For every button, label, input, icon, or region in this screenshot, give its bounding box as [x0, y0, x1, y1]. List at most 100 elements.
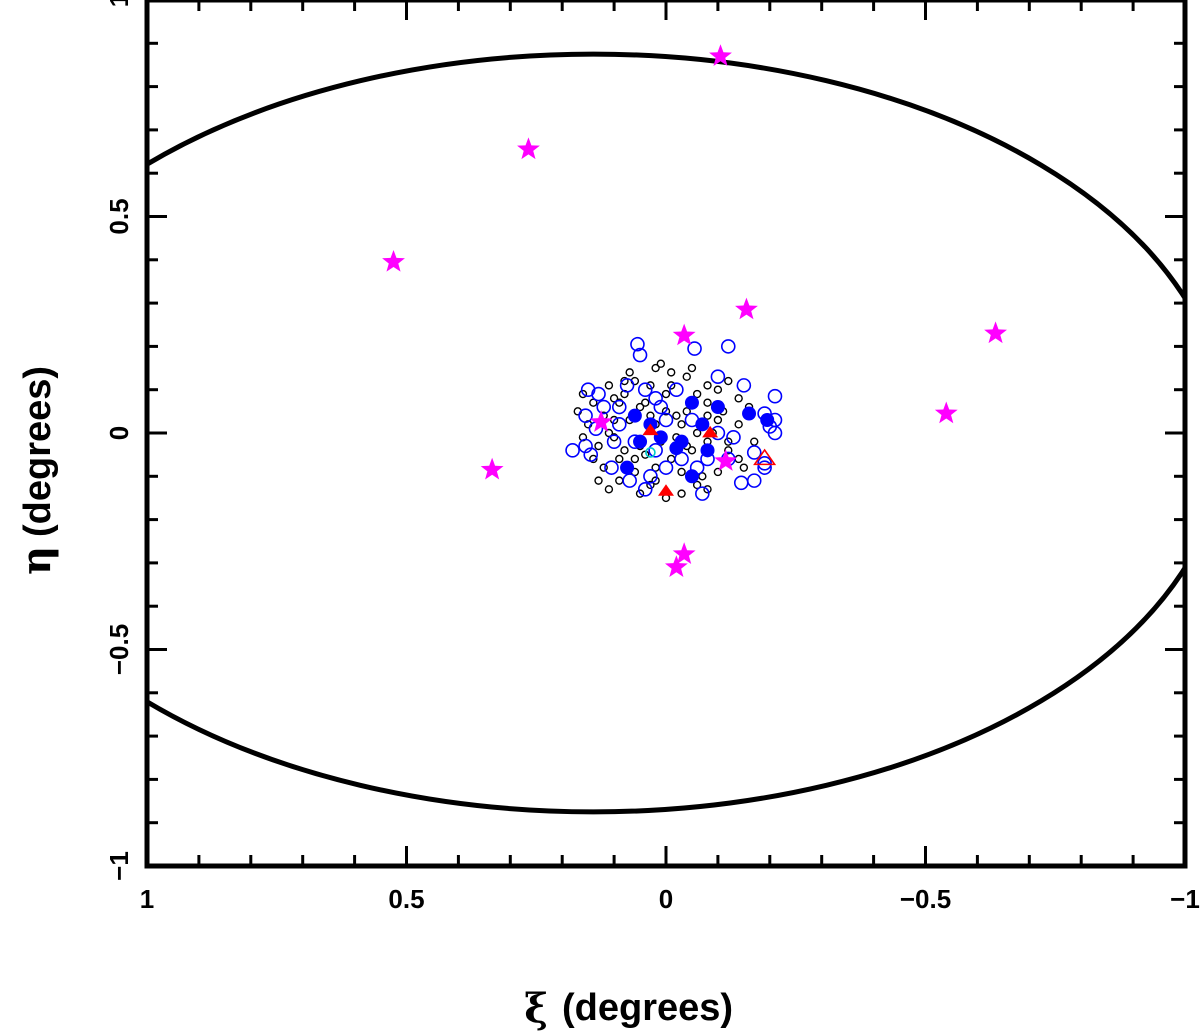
- small-circle-point: [677, 420, 686, 429]
- filled-circle-point: [633, 434, 648, 449]
- filled-triangle-point: [642, 423, 659, 436]
- y-tick-label: −1: [104, 851, 134, 881]
- y-tick-label: −0.5: [104, 624, 134, 675]
- small-circle-point: [661, 389, 671, 399]
- open-circle-point: [591, 386, 606, 402]
- star-point: [589, 410, 613, 432]
- small-circle-point: [646, 480, 655, 490]
- open-circle-point: [619, 378, 635, 393]
- small-circle-point: [677, 467, 686, 477]
- open-circle-point: [630, 336, 645, 352]
- small-circle-point: [578, 389, 588, 399]
- small-circle-point: [635, 402, 645, 412]
- open-circle-point: [687, 341, 702, 356]
- open-circle-point: [648, 443, 663, 458]
- small-circle-point: [666, 368, 676, 377]
- x-axis-symbol: ξ: [524, 985, 548, 1032]
- small-circle-point: [599, 463, 608, 472]
- filled-triangle-point: [658, 484, 674, 496]
- filled-circle-point: [627, 408, 642, 423]
- open-circle-point: [648, 391, 663, 406]
- small-circle-point: [692, 428, 702, 438]
- cyan-circle-point: [645, 447, 656, 458]
- star-point: [984, 321, 1007, 344]
- y-axis-unit: (degrees): [17, 366, 59, 537]
- small-circle-point: [734, 420, 743, 429]
- open-circle-point: [658, 412, 674, 428]
- open-circle-point: [746, 473, 762, 488]
- small-circle-point: [724, 446, 733, 455]
- y-tick-label: 0: [104, 426, 134, 440]
- small-circle-point: [651, 363, 660, 373]
- x-tick-label: 0.5: [388, 884, 424, 914]
- small-circle-point: [615, 454, 624, 464]
- small-circle-point: [630, 454, 640, 464]
- small-circle-point: [750, 437, 759, 446]
- star-point: [480, 457, 504, 480]
- small-circle-point: [713, 415, 723, 425]
- filled-circle-point: [669, 441, 684, 456]
- small-circle-point: [651, 476, 660, 485]
- filled-circle-point: [684, 395, 699, 410]
- small-circle-point: [672, 411, 681, 420]
- open-circle-point: [604, 460, 619, 475]
- small-circle-point: [604, 428, 614, 438]
- star-point: [709, 44, 732, 66]
- open-circle-point: [611, 399, 627, 415]
- small-circle-point: [692, 480, 702, 490]
- small-circle-point: [687, 446, 697, 455]
- open-circle-point: [596, 399, 612, 415]
- x-tick-label: 0: [659, 884, 673, 914]
- open-circle-point: [658, 460, 674, 475]
- filled-circle-point: [684, 469, 699, 484]
- small-circle-point: [604, 381, 614, 390]
- filled-triangle-point: [702, 425, 719, 438]
- star-point: [382, 249, 405, 272]
- star-point: [934, 401, 958, 424]
- small-circle-point: [609, 394, 619, 403]
- star-point: [672, 323, 696, 346]
- small-circle-point: [604, 485, 614, 494]
- filled-circle-point: [742, 406, 757, 421]
- small-circle-point: [609, 433, 619, 442]
- x-tick-label: −0.5: [900, 884, 951, 914]
- x-axis-unit: (degrees): [562, 987, 733, 1029]
- small-circle-point: [641, 450, 650, 459]
- small-circle-point: [620, 376, 629, 386]
- open-circle-point: [611, 417, 627, 432]
- small-circle-point: [677, 489, 686, 498]
- small-circle-point: [703, 381, 712, 390]
- small-circle-point: [703, 485, 712, 494]
- open-circle-point: [565, 443, 580, 458]
- star-point: [735, 297, 758, 320]
- open-circle-point: [757, 456, 772, 471]
- star-point: [672, 542, 696, 564]
- x-tick-label: −1: [1170, 884, 1200, 914]
- small-circle-point: [734, 454, 743, 464]
- open-circle-point: [733, 475, 749, 491]
- small-circle-point: [703, 398, 712, 407]
- small-circle-point: [615, 476, 624, 485]
- small-circle-point: [589, 398, 598, 407]
- star-point: [517, 137, 540, 160]
- open-circle-point: [632, 347, 648, 363]
- filled-circle-point: [620, 460, 635, 475]
- open-circle-point: [637, 382, 653, 398]
- small-circle-point: [620, 446, 629, 455]
- filled-circle-point: [700, 443, 715, 458]
- small-circle-point: [635, 489, 645, 498]
- small-circle-point: [594, 441, 603, 451]
- small-circle-point: [646, 381, 655, 390]
- small-circle-point: [713, 467, 723, 477]
- open-triangle-point: [753, 448, 777, 466]
- boundary-ellipse: [147, 51, 1185, 815]
- small-circle-point: [713, 385, 723, 394]
- filled-circle-point: [710, 400, 725, 415]
- open-circle-point: [643, 468, 658, 484]
- star-point: [664, 555, 688, 577]
- small-circle-point: [615, 398, 624, 407]
- open-circle-point: [726, 430, 741, 445]
- open-circle-point: [578, 438, 593, 454]
- star-point: [714, 449, 738, 471]
- open-circle-point: [653, 399, 669, 415]
